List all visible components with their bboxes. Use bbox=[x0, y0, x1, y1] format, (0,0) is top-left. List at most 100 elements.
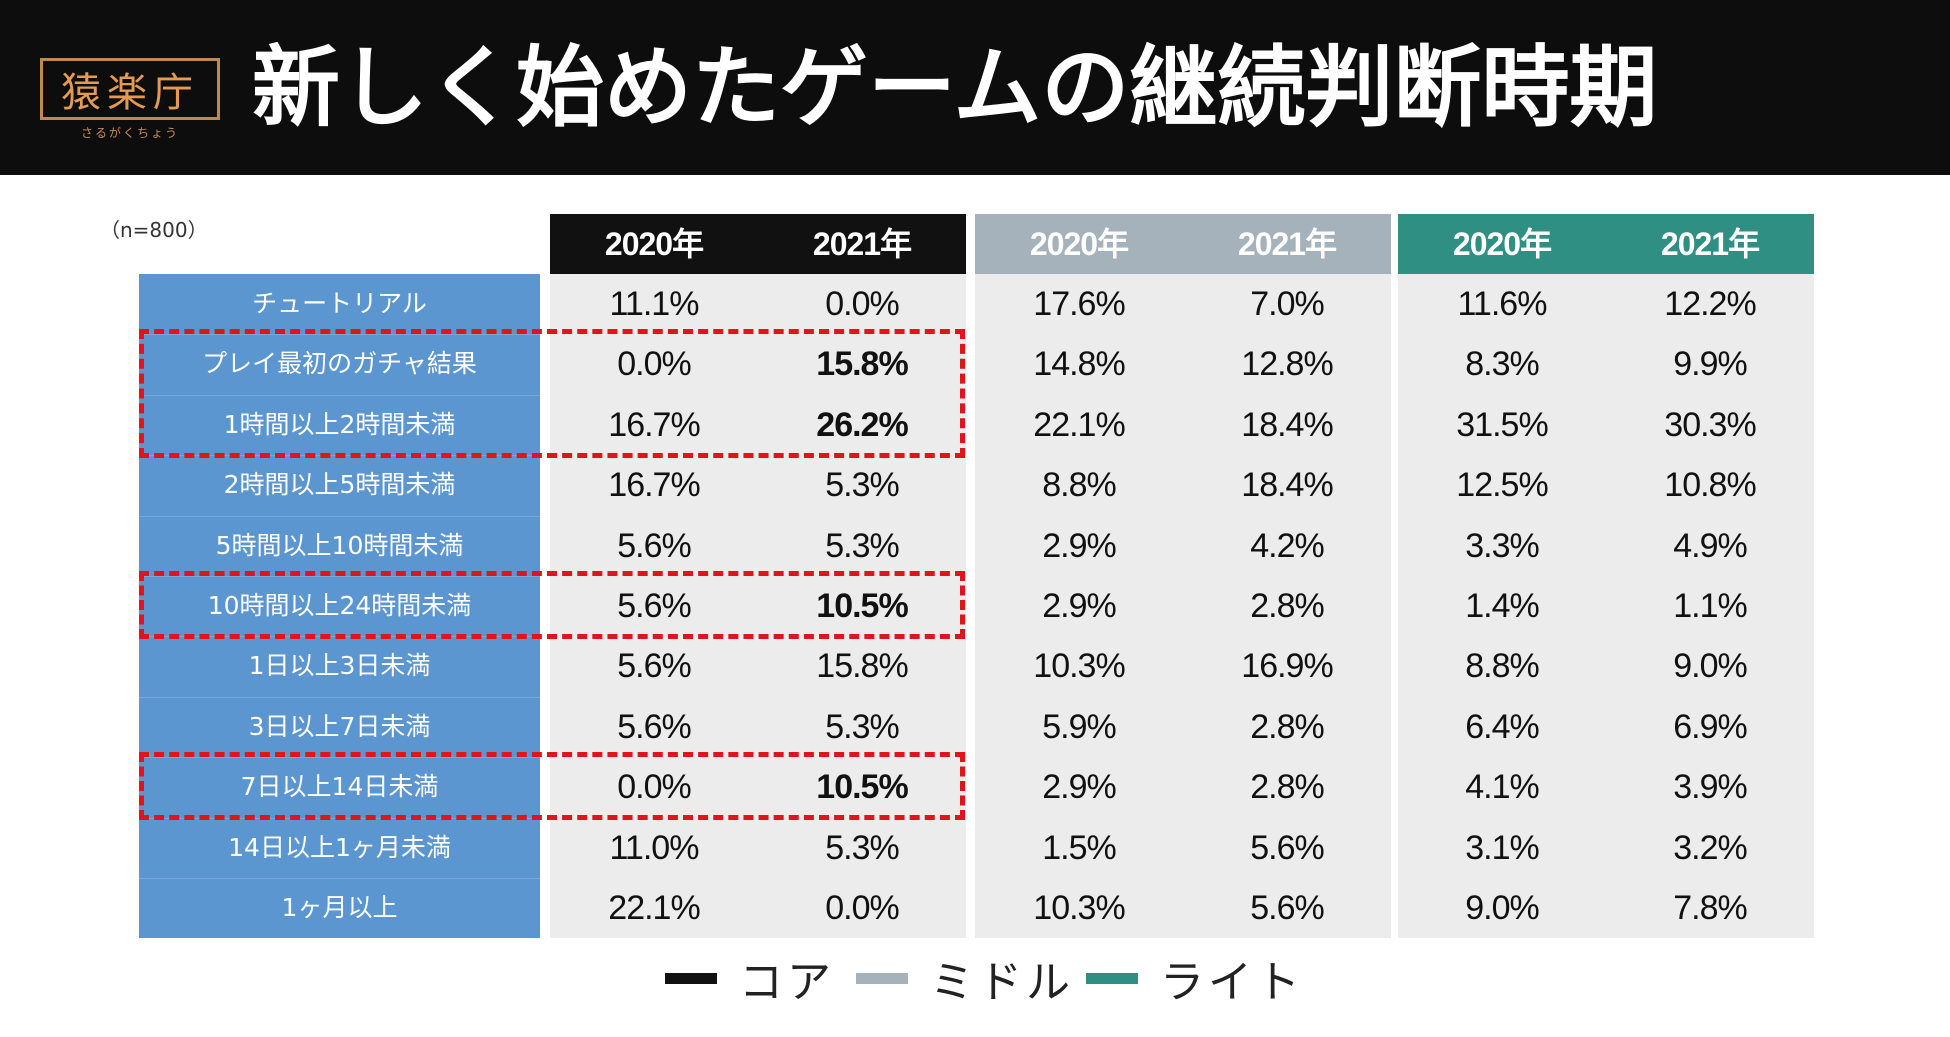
table-cell: 11.1% bbox=[609, 285, 700, 323]
table-cell: 1.1% bbox=[1673, 587, 1748, 625]
table-cell: 9.9% bbox=[1673, 345, 1748, 383]
table-cell: 17.6% bbox=[1033, 285, 1125, 323]
column-header: 2021年 bbox=[1237, 226, 1337, 262]
table-cell: 5.6% bbox=[617, 527, 692, 565]
table-cell: 9.0% bbox=[1673, 647, 1748, 685]
logo-subtext: さるがくちょう bbox=[80, 126, 179, 140]
table-cell: 5.6% bbox=[617, 647, 692, 685]
group-cells-bg bbox=[1398, 214, 1814, 938]
table-cell: 5.6% bbox=[617, 587, 692, 625]
column-header: 2020年 bbox=[1029, 226, 1129, 262]
table-cell: 16.7% bbox=[608, 466, 700, 504]
table-cell: 18.4% bbox=[1241, 466, 1333, 504]
table-cell: 0.0% bbox=[617, 345, 692, 383]
row-label: 14日以上1ヶ月未満 bbox=[228, 833, 451, 862]
page-title: 新しく始めたゲームの継続判断時期 bbox=[252, 36, 1658, 139]
column-header: 2020年 bbox=[1452, 226, 1552, 262]
sample-size-note: （n=800） bbox=[100, 218, 208, 242]
table-cell: 2.9% bbox=[1042, 768, 1117, 806]
table-cell: 10.3% bbox=[1033, 889, 1125, 927]
highlight-box bbox=[139, 571, 965, 639]
table-cell: 14.8% bbox=[1033, 345, 1125, 383]
group-header bbox=[975, 214, 1391, 274]
table-cell: 3.1% bbox=[1465, 829, 1540, 867]
legend-item: ミドル bbox=[856, 948, 1074, 1008]
table-cell: 10.3% bbox=[1033, 647, 1125, 685]
row-label: プレイ最初のガチャ結果 bbox=[202, 349, 477, 378]
legend-label: ライト bbox=[1160, 957, 1304, 1008]
legend-swatch bbox=[665, 972, 717, 984]
table-cell: 10.8% bbox=[1664, 466, 1756, 504]
highlight-box bbox=[139, 329, 965, 458]
row-label: 10時間以上24時間未満 bbox=[207, 591, 472, 620]
column-header: 2020年 bbox=[604, 226, 704, 262]
row-label: 3日以上7日未満 bbox=[248, 712, 431, 741]
table-cell: 2.8% bbox=[1250, 708, 1325, 746]
legend-label: コア bbox=[739, 957, 835, 1008]
row-divider bbox=[139, 334, 540, 335]
highlight-box bbox=[139, 752, 965, 820]
table-cell: 10.5% bbox=[816, 587, 908, 625]
table-cell: 8.3% bbox=[1465, 345, 1540, 383]
legend-swatch bbox=[1086, 972, 1138, 984]
table-cell: 12.5% bbox=[1456, 466, 1548, 504]
table-cell: 22.1% bbox=[1033, 406, 1125, 444]
table-cell: 18.4% bbox=[1241, 406, 1333, 444]
row-label: 5時間以上10時間未満 bbox=[215, 531, 464, 560]
table-cell: 2.9% bbox=[1042, 527, 1117, 565]
table-cell: 16.7% bbox=[608, 406, 700, 444]
table-cell: 1.4% bbox=[1465, 587, 1540, 625]
table-cell: 15.8% bbox=[816, 647, 908, 685]
table-cell: 0.0% bbox=[825, 889, 900, 927]
row-divider bbox=[139, 516, 540, 517]
title-bar: 猿楽庁 さるがくちょう 新しく始めたゲームの継続判断時期 bbox=[0, 0, 1950, 175]
table-cell: 11.6% bbox=[1457, 285, 1548, 323]
legend-item: コア bbox=[665, 948, 835, 1008]
table-cell: 1.5% bbox=[1042, 829, 1117, 867]
table-cell: 11.0% bbox=[609, 829, 700, 867]
table-cell: 2.8% bbox=[1250, 768, 1325, 806]
row-divider bbox=[139, 576, 540, 577]
table-cell: 30.3% bbox=[1664, 406, 1756, 444]
table-cell: 9.0% bbox=[1465, 889, 1540, 927]
column-header: 2021年 bbox=[1660, 226, 1760, 262]
group-cells-bg bbox=[975, 214, 1391, 938]
table-cell: 2.8% bbox=[1250, 587, 1325, 625]
table-cell: 2.9% bbox=[1042, 587, 1117, 625]
table-cell: 0.0% bbox=[617, 768, 692, 806]
row-label: 2時間以上5時間未満 bbox=[223, 470, 456, 499]
group-header bbox=[550, 214, 966, 274]
legend-item: ライト bbox=[1086, 948, 1304, 1008]
table-cell: 5.3% bbox=[825, 466, 900, 504]
table-cell: 4.9% bbox=[1673, 527, 1748, 565]
table-cell: 10.5% bbox=[816, 768, 908, 806]
table-cell: 4.1% bbox=[1465, 768, 1540, 806]
group-header bbox=[1398, 214, 1814, 274]
row-label: 7日以上14日未満 bbox=[240, 772, 439, 801]
row-label: 1日以上3日未満 bbox=[248, 651, 431, 680]
table-cell: 6.4% bbox=[1465, 708, 1540, 746]
table-cell: 8.8% bbox=[1465, 647, 1540, 685]
table-cell: 3.3% bbox=[1465, 527, 1540, 565]
table-cell: 26.2% bbox=[816, 406, 908, 444]
row-divider bbox=[139, 757, 540, 758]
row-label-column bbox=[139, 274, 540, 938]
table-cell: 5.6% bbox=[617, 708, 692, 746]
legend: コア ミドル ライト bbox=[0, 948, 1950, 1008]
row-label: 1時間以上2時間未満 bbox=[223, 410, 456, 439]
table-cell: 5.3% bbox=[825, 829, 900, 867]
logo-text: 猿楽庁 bbox=[40, 58, 220, 120]
table-cell: 3.9% bbox=[1673, 768, 1748, 806]
table-cell: 31.5% bbox=[1456, 406, 1548, 444]
table-cell: 7.8% bbox=[1673, 889, 1748, 927]
row-label: チュートリアル bbox=[252, 289, 427, 318]
table-cell: 7.0% bbox=[1250, 285, 1325, 323]
legend-swatch bbox=[856, 972, 908, 984]
table-cell: 16.9% bbox=[1241, 647, 1333, 685]
column-header: 2021年 bbox=[812, 226, 912, 262]
table-cell: 5.3% bbox=[825, 708, 900, 746]
logo: 猿楽庁 さるがくちょう bbox=[30, 52, 230, 142]
table-cell: 4.2% bbox=[1250, 527, 1325, 565]
legend-label: ミドル bbox=[930, 957, 1074, 1008]
table-cell: 5.3% bbox=[825, 527, 900, 565]
